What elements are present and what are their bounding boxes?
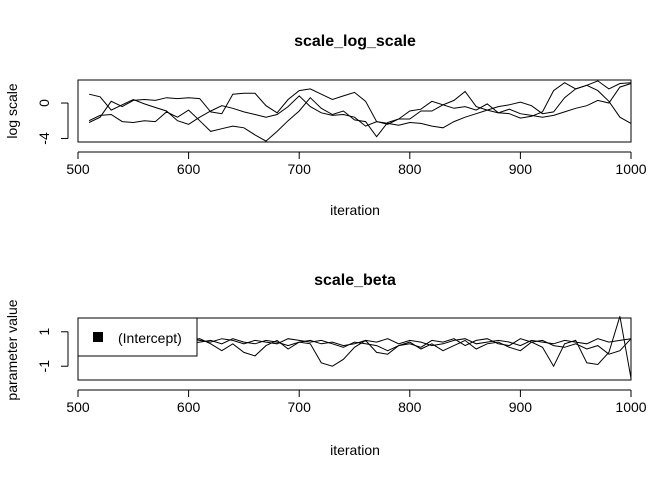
x-tick-label: 800	[398, 399, 422, 415]
legend-swatch	[93, 332, 103, 342]
x-tick-label: 1000	[615, 161, 646, 177]
y-axis-label: parameter value	[4, 299, 20, 400]
x-axis: 500 600 700 800 900 1000	[66, 151, 647, 177]
chart-panel-beta: scale_beta 500 600 700 800 900 1000 -1 1 (Inte…	[4, 272, 647, 458]
x-tick-label: 1000	[615, 399, 646, 415]
series-lines	[88, 80, 632, 142]
legend: (Intercept)	[77, 317, 198, 357]
series-line-3	[88, 80, 632, 142]
y-tick-label: 1	[36, 328, 52, 336]
y-tick-label: -1	[36, 360, 52, 373]
chart-panel-log-scale: scale_log_scale 500 600 700 800 900 1000 -40 …	[4, 33, 647, 218]
chart-title: scale_log_scale	[294, 33, 416, 50]
x-tick-label: 700	[288, 399, 312, 415]
x-tick-label: 600	[177, 399, 201, 415]
x-tick-label: 700	[288, 161, 312, 177]
y-tick-label: 0	[36, 99, 52, 107]
y-axis-label: log scale	[4, 83, 20, 138]
x-tick-label: 500	[66, 399, 90, 415]
chart-title: scale_beta	[314, 272, 396, 289]
y-tick-label: -4	[36, 132, 52, 145]
x-tick-label: 800	[398, 161, 422, 177]
x-tick-label: 900	[509, 399, 533, 415]
series-line-2	[88, 83, 632, 125]
x-axis-label: iteration	[330, 202, 380, 218]
x-tick-label: 500	[66, 161, 90, 177]
x-tick-label: 900	[509, 161, 533, 177]
y-axis: -4 0	[36, 99, 69, 145]
series-line-1	[88, 84, 632, 129]
legend-label: (Intercept)	[118, 330, 182, 346]
x-axis-label: iteration	[330, 442, 380, 458]
plot-frame	[77, 79, 632, 143]
x-axis: 500 600 700 800 900 1000	[66, 389, 647, 415]
y-axis: -1 1	[36, 328, 69, 373]
x-tick-label: 600	[177, 161, 201, 177]
